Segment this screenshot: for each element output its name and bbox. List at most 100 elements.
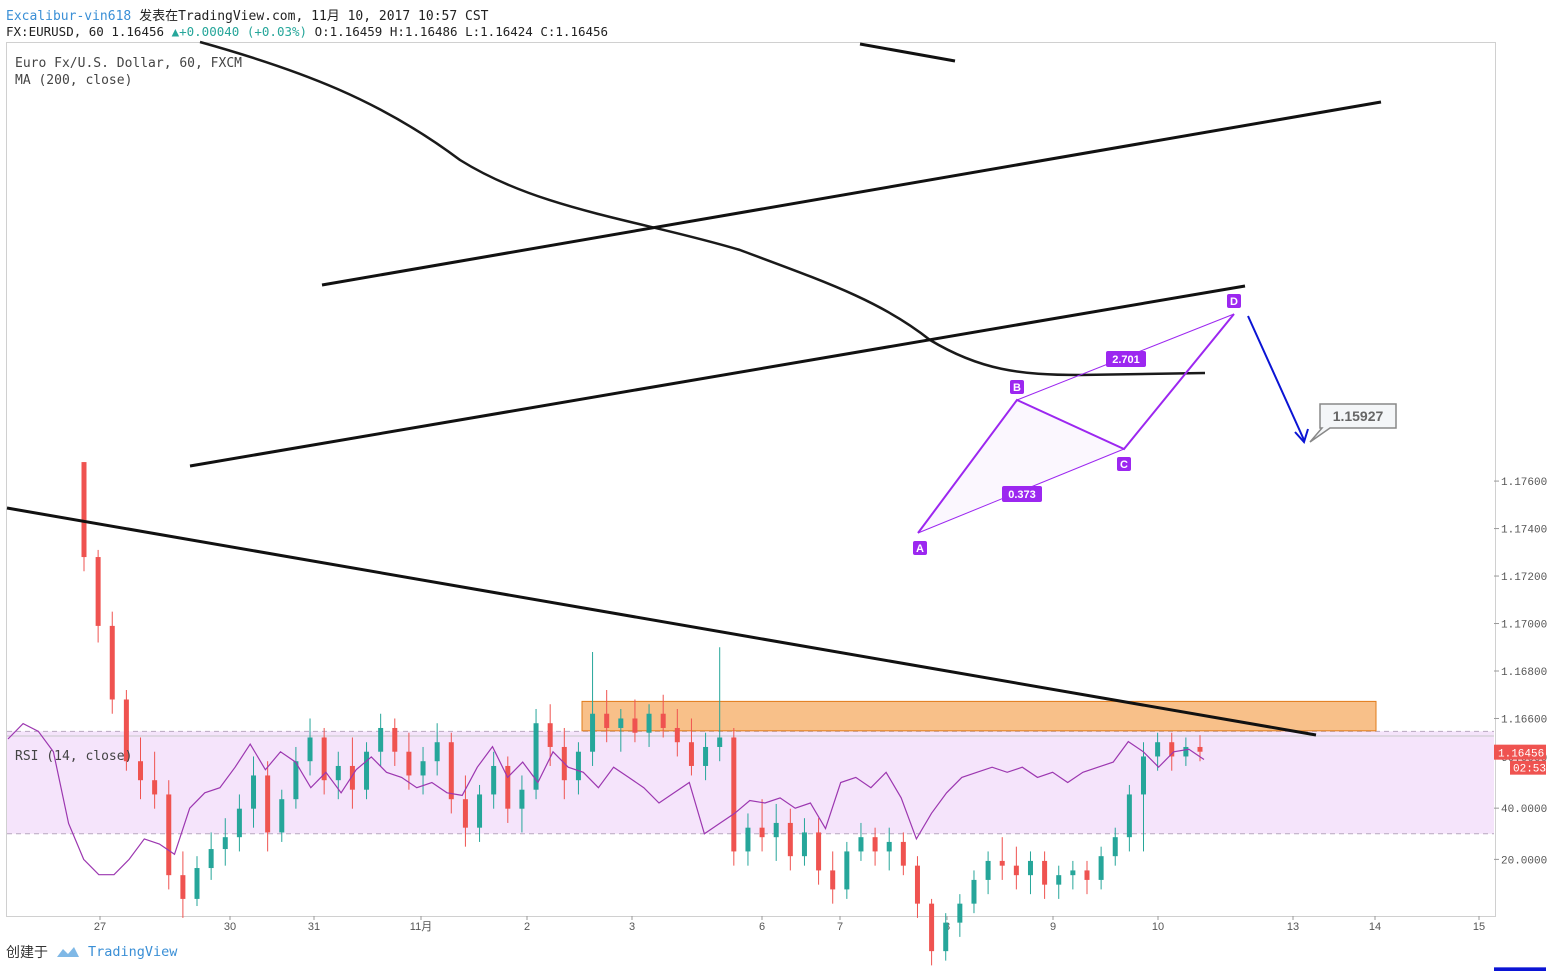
resistance-zone	[581, 700, 1377, 732]
last-price-tag	[1494, 744, 1546, 760]
candle-body	[420, 761, 426, 776]
candle-body	[1155, 742, 1161, 757]
candle-body	[999, 860, 1005, 866]
candle-body	[674, 727, 680, 743]
candle-body	[1169, 742, 1175, 757]
candle-body	[773, 822, 779, 838]
candle-body	[971, 879, 977, 904]
target-callout	[1309, 403, 1397, 443]
x-tick-label: 14	[1369, 921, 1381, 933]
x-tick-label: 30	[224, 921, 236, 933]
ohlc-values: O:1.16459 H:1.16486 L:1.16424 C:1.16456	[314, 24, 609, 39]
candle-body	[406, 751, 412, 776]
ohlc-header: FX:EURUSD, 60 1.16456 ▲+0.00040 (+0.03%)…	[6, 24, 608, 39]
harmonic-point-label: C	[1120, 459, 1128, 471]
ma-legend: MA (200, close)	[15, 73, 133, 88]
projection-arrow-head	[1294, 428, 1309, 444]
candle-body	[1098, 856, 1104, 880]
harmonic-zigzag	[917, 313, 1235, 534]
candle-body	[1084, 870, 1090, 880]
candle-body	[886, 841, 892, 852]
candle-body	[279, 799, 285, 833]
candle-body	[547, 723, 553, 747]
candle-body	[801, 832, 807, 857]
candle-body	[646, 713, 652, 733]
candle-body	[505, 765, 511, 809]
rsi-line	[7, 722, 1205, 876]
candle-body	[109, 625, 115, 700]
candle-body	[533, 723, 539, 790]
tradingview-logo-icon	[57, 947, 79, 957]
rsi-y-tick-label: 40.0000	[1501, 804, 1547, 816]
candle-body	[138, 761, 144, 781]
candle-body	[123, 699, 129, 762]
tradingview-brand[interactable]: TradingView	[88, 944, 178, 960]
author-link[interactable]: Excalibur-vin618	[6, 9, 132, 24]
trend-line-top	[859, 42, 956, 63]
candle-body	[759, 827, 765, 838]
countdown-label: 02:53	[1513, 764, 1546, 776]
ma-200-line	[199, 40, 1206, 377]
rsi-y-tick-label: 20.0000	[1501, 855, 1547, 867]
candle-body	[688, 742, 694, 766]
candle-body	[1070, 870, 1076, 876]
candle-body	[293, 761, 299, 800]
candle-body	[180, 875, 186, 899]
y-tick-label: 1.17400	[1501, 525, 1547, 537]
candle-body	[307, 737, 313, 762]
symbol-info: FX:EURUSD, 60 1.16456	[6, 24, 165, 39]
candle-body	[335, 765, 341, 781]
candle-body	[590, 713, 596, 752]
y-tick-label: 1.16600	[1501, 714, 1547, 726]
publish-info: 发表在TradingView.com, 11月 10, 2017 10:57 C…	[139, 9, 489, 24]
x-tick-label: 9	[1050, 921, 1056, 933]
harmonic-ratio-tag	[1002, 486, 1042, 502]
candle-body	[1042, 860, 1048, 885]
harmonic-ratio-label: 2.701	[1112, 354, 1140, 366]
change-icon: ▲	[171, 24, 180, 39]
harmonic-xab-fill	[918, 400, 1124, 533]
chart-title: Euro Fx/U.S. Dollar, 60, FXCM	[15, 56, 242, 71]
countdown-tag	[1510, 760, 1546, 775]
created-with-label: 创建于	[6, 945, 48, 961]
candle-body	[265, 775, 271, 833]
candle-body	[745, 827, 751, 852]
candle-body	[208, 849, 214, 869]
candle-body	[575, 751, 581, 781]
harmonic-point-label: B	[1013, 382, 1021, 394]
footer: 创建于 TradingView	[6, 942, 177, 962]
last-price-label: 1.16456	[1498, 749, 1544, 761]
y-tick-label: 1.17600	[1501, 477, 1547, 489]
candle-body	[914, 865, 920, 904]
harmonic-ratio-label: 0.373	[1008, 489, 1036, 501]
candle-body	[787, 822, 793, 857]
harmonic-point-marker	[913, 541, 927, 555]
harmonic-point-label: D	[1230, 296, 1238, 308]
candle-body	[1197, 746, 1203, 752]
candle-body	[872, 837, 878, 852]
candle-body	[844, 851, 850, 890]
candle-body	[519, 789, 525, 809]
channel-lower-line	[189, 284, 1246, 468]
candle-body	[251, 775, 257, 809]
candle-body	[349, 765, 355, 790]
candle-body	[858, 837, 864, 852]
harmonic-point-marker	[1010, 380, 1024, 394]
channel-upper-line	[321, 100, 1382, 287]
candle-body	[731, 737, 737, 852]
y-tick-label: 1.17200	[1501, 572, 1547, 584]
harmonic-ratio-tag	[1106, 351, 1146, 367]
harmonic-point-marker	[1117, 457, 1131, 471]
candle-body	[830, 870, 836, 890]
candle-body	[477, 794, 483, 828]
candle-body	[1027, 860, 1033, 876]
x-tick-label: 2	[524, 921, 530, 933]
x-tick-label: 11月	[410, 921, 432, 933]
chart-frame	[6, 42, 1496, 917]
support-price-tag	[1494, 967, 1546, 971]
candle-body	[900, 841, 906, 866]
candle-body	[957, 903, 963, 923]
rsi-band	[7, 731, 1494, 834]
target-price-label: 1.15927	[1333, 408, 1384, 424]
